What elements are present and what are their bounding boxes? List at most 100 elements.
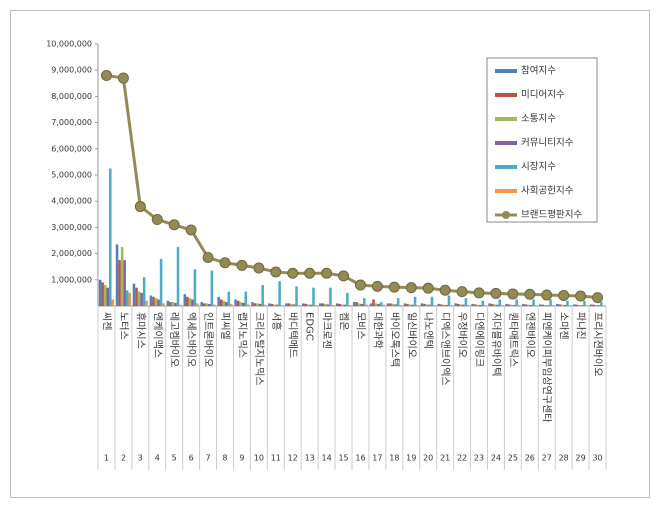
- bar: [592, 304, 595, 306]
- bar: [241, 302, 245, 306]
- bar: [471, 303, 474, 306]
- bar: [442, 304, 446, 306]
- x-tick-label: 디엔에이링크: [473, 312, 485, 367]
- bar: [551, 305, 555, 306]
- bar: [285, 303, 288, 306]
- bar: [428, 304, 431, 306]
- x-tick-label: 휴마시스: [134, 312, 146, 349]
- bar: [213, 304, 216, 306]
- bar: [597, 305, 601, 306]
- bar: [217, 296, 220, 306]
- line-marker: [287, 267, 299, 279]
- x-tick-label: 엔젠바이오: [524, 312, 536, 358]
- rank-label: 6: [189, 454, 194, 463]
- x-tick-label: 나노엔텍: [422, 312, 434, 349]
- line-marker: [185, 224, 197, 236]
- bar: [142, 277, 146, 306]
- bar: [515, 299, 518, 306]
- bar: [314, 304, 318, 306]
- rank-label: 27: [542, 454, 552, 463]
- bar: [594, 304, 598, 306]
- rank-label: 13: [305, 454, 315, 463]
- bar: [464, 298, 468, 306]
- bar: [183, 294, 187, 306]
- bar: [125, 290, 129, 306]
- x-tick-label: 우정바이오: [456, 312, 468, 358]
- bar: [222, 300, 225, 306]
- bar: [532, 299, 535, 306]
- bar: [120, 247, 124, 306]
- bar: [261, 285, 264, 306]
- bar: [423, 303, 426, 306]
- bar: [430, 296, 434, 306]
- bar: [408, 304, 412, 306]
- line-marker: [422, 282, 434, 294]
- bar: [169, 302, 172, 306]
- bar: [541, 304, 545, 306]
- bar: [302, 303, 305, 306]
- bar: [575, 304, 579, 306]
- bar: [196, 303, 199, 306]
- bar: [278, 281, 281, 306]
- bar: [247, 304, 250, 306]
- rank-label: 9: [239, 454, 244, 463]
- bar: [479, 304, 482, 306]
- x-tick-label: 서흥: [270, 312, 283, 330]
- x-tick-label: 바디텍메드: [287, 312, 299, 358]
- bar: [335, 303, 339, 306]
- rank-label: 7: [206, 454, 211, 463]
- bar: [348, 304, 352, 306]
- line-marker: [558, 290, 570, 302]
- bar: [186, 296, 189, 306]
- y-tick-label: 7,000,000: [51, 118, 92, 127]
- bar: [558, 304, 562, 306]
- bar: [270, 303, 274, 306]
- bar: [498, 299, 502, 306]
- line-marker: [321, 267, 333, 279]
- bar: [280, 304, 284, 306]
- line-marker: [456, 286, 468, 298]
- line-marker: [236, 259, 248, 271]
- legend-box: [486, 57, 598, 223]
- legend-swatch: [502, 211, 510, 219]
- bar: [309, 304, 313, 306]
- x-tick-label: 퀀타매트릭스: [507, 312, 519, 367]
- bar: [549, 299, 552, 306]
- rank-label: 29: [576, 454, 586, 463]
- bar: [433, 304, 436, 306]
- bar: [137, 291, 141, 306]
- bar: [152, 296, 155, 306]
- legend-label: 참여지수: [521, 65, 556, 77]
- rank-label: 1: [104, 454, 109, 463]
- x-tick-label: 파나진: [575, 312, 587, 340]
- bar: [106, 287, 110, 306]
- y-tick-label: 8,000,000: [51, 92, 92, 101]
- bar: [512, 304, 516, 306]
- line-marker: [168, 219, 180, 231]
- bar: [602, 305, 606, 306]
- bar: [411, 304, 414, 306]
- rank-label: 8: [222, 454, 227, 463]
- bar: [403, 303, 407, 306]
- bar: [546, 305, 550, 306]
- line-marker: [354, 279, 366, 291]
- x-tick-label: 지더블유바이텍: [490, 312, 502, 376]
- line-marker: [405, 282, 417, 294]
- bar: [128, 292, 132, 306]
- x-tick-label: 랩지노믹스: [236, 312, 248, 358]
- legend-label: 소통지수: [521, 114, 556, 125]
- bar: [98, 279, 102, 306]
- line-marker: [524, 288, 536, 300]
- bar: [413, 296, 417, 306]
- rank-label: 17: [372, 454, 382, 463]
- bar: [437, 303, 441, 306]
- x-tick-label: 노터스: [117, 312, 129, 340]
- bar: [467, 304, 470, 306]
- bar: [355, 302, 358, 306]
- bar: [454, 303, 457, 306]
- bar: [589, 304, 593, 306]
- bar: [287, 303, 291, 306]
- bar: [149, 295, 153, 306]
- bar: [572, 304, 576, 306]
- bar: [524, 304, 528, 306]
